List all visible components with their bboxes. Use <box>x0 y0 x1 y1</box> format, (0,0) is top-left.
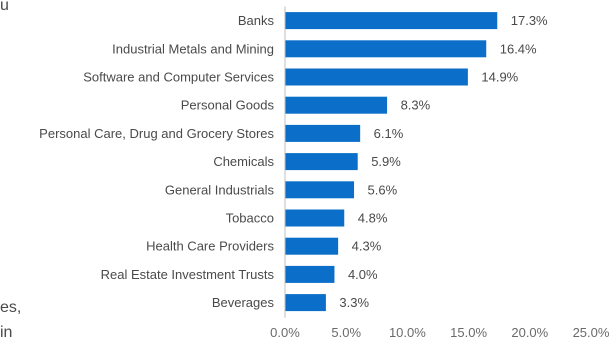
category-label: Health Care Providers <box>146 239 274 254</box>
data-label: 4.0% <box>348 267 378 282</box>
x-tick-label: 10.0% <box>389 325 426 340</box>
edge-fragment-bottom: in <box>0 324 12 340</box>
bar <box>285 294 326 312</box>
category-label: Industrial Metals and Mining <box>112 41 274 56</box>
bar <box>285 40 487 58</box>
category-label: Tobacco <box>226 211 274 226</box>
x-tick-label: 5.0% <box>331 325 361 340</box>
data-label: 5.6% <box>368 182 398 197</box>
category-label: Beverages <box>212 295 275 310</box>
x-tick-label: 0.0% <box>270 325 300 340</box>
x-tick-label: 15.0% <box>450 325 487 340</box>
data-label: 5.9% <box>371 154 401 169</box>
x-tick-label: 25.0% <box>573 325 610 340</box>
category-label: Banks <box>238 13 275 28</box>
data-label: 6.1% <box>374 126 404 141</box>
bar <box>285 68 468 86</box>
bar <box>285 181 355 199</box>
category-label: Personal Goods <box>181 98 275 113</box>
bar <box>285 124 361 142</box>
plot-area: Banks 17.3% Industrial Metals and Mining 16… <box>39 6 610 340</box>
bar <box>285 265 335 283</box>
data-label: 3.3% <box>339 295 369 310</box>
edge-fragment-mid: es, <box>0 299 21 316</box>
category-label: Software and Computer Services <box>83 70 274 85</box>
data-label: 16.4% <box>500 41 537 56</box>
bar <box>285 153 358 171</box>
bar <box>285 209 345 227</box>
data-label: 17.3% <box>511 13 548 28</box>
data-label: 8.3% <box>401 98 431 113</box>
x-tick-label: 20.0% <box>511 325 548 340</box>
category-label: Personal Care, Drug and Grocery Stores <box>39 126 274 141</box>
category-label: Chemicals <box>213 154 274 169</box>
bar <box>285 12 498 30</box>
data-label: 4.3% <box>352 239 382 254</box>
edge-fragment-top: u <box>0 0 9 14</box>
data-label: 4.8% <box>358 211 388 226</box>
category-label: General Industrials <box>165 182 275 197</box>
bar <box>285 96 388 114</box>
data-label: 14.9% <box>481 70 518 85</box>
category-label: Real Estate Investment Trusts <box>101 267 275 282</box>
bar <box>285 237 339 255</box>
